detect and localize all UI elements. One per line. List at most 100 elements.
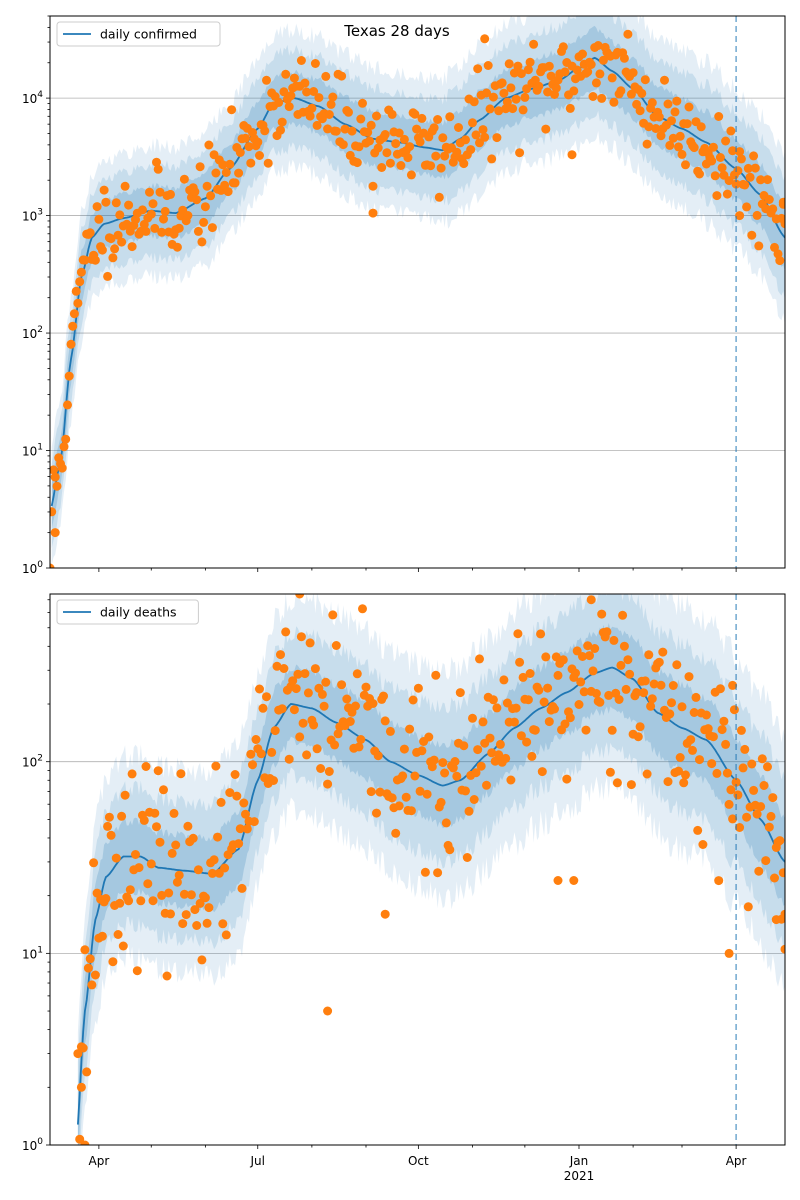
data-point [688,745,697,755]
data-point [691,692,701,702]
data-point [136,896,146,906]
data-point [207,868,217,878]
data-point [78,1043,88,1053]
data-point [148,896,158,906]
data-point [485,733,495,743]
data-point [204,140,214,150]
data-point [394,128,404,138]
data-point [468,118,477,128]
data-point [518,105,528,115]
data-point [120,790,130,800]
data-point [717,163,727,173]
data-point [211,761,221,771]
data-point [103,271,113,281]
data-point [122,219,132,229]
data-point [478,125,488,135]
data-point [628,68,638,78]
data-point [609,97,619,107]
data-point [232,791,242,801]
data-point [241,133,250,143]
data-point [111,198,121,208]
data-point [200,893,210,903]
data-point [721,739,731,749]
data-point [365,136,374,146]
data-point [80,945,90,955]
data-point [604,690,614,700]
data-point [654,112,664,122]
data-point [623,29,633,39]
data-point [480,34,490,44]
y-tick-label: 100 [22,560,43,576]
data-point [246,158,256,168]
data-point [731,179,741,189]
data-point [408,695,418,705]
data-point [703,724,713,734]
data-point [117,811,127,821]
data-point [391,139,401,149]
data-point [771,915,781,925]
data-point [663,777,673,787]
data-point [766,811,776,821]
data-point [230,178,240,188]
data-point [759,781,769,790]
data-point [305,638,315,648]
data-point [698,840,708,849]
data-point [677,702,687,712]
data-point [328,610,338,620]
data-point [150,223,160,233]
data-point [625,669,635,679]
data-point [75,277,85,287]
data-point [321,71,331,81]
data-point [775,836,785,846]
data-point [623,655,633,665]
data-point [152,157,161,167]
data-point [380,130,390,139]
data-point [764,822,774,832]
data-point [289,73,299,83]
data-point [89,858,99,868]
data-point [230,770,240,779]
data-point [588,92,598,101]
data-point [342,694,352,704]
data-point [80,255,90,265]
data-point [150,808,160,818]
data-point [90,970,100,980]
data-point [166,909,175,919]
data-point [499,88,509,98]
data-point [248,760,257,770]
data-point [410,771,420,781]
data-point [544,61,554,71]
data-point [578,652,587,661]
data-point [291,684,301,694]
data-point [281,69,291,79]
data-point [530,725,540,735]
data-point [516,69,526,79]
data-point [516,731,526,741]
data-point [323,779,333,789]
data-point [633,732,643,742]
data-point [420,867,430,877]
data-point [305,111,315,121]
data-point [675,131,685,141]
data-point [132,966,142,976]
data-point [110,244,120,254]
data-point [597,609,607,619]
data-point [164,888,174,898]
data-point [166,189,175,199]
data-point [134,863,144,873]
data-point [162,971,172,981]
data-point [644,650,654,660]
data-point [717,725,727,735]
data-point [497,78,507,88]
data-point [475,654,484,664]
data-point [452,147,462,157]
data-point [368,208,378,218]
data-point [113,230,123,240]
data-point [172,242,182,252]
data-point [682,119,692,129]
data-point [722,189,732,199]
data-point [380,716,390,726]
data-point [686,735,696,745]
data-point [722,768,732,778]
data-point [644,122,654,132]
